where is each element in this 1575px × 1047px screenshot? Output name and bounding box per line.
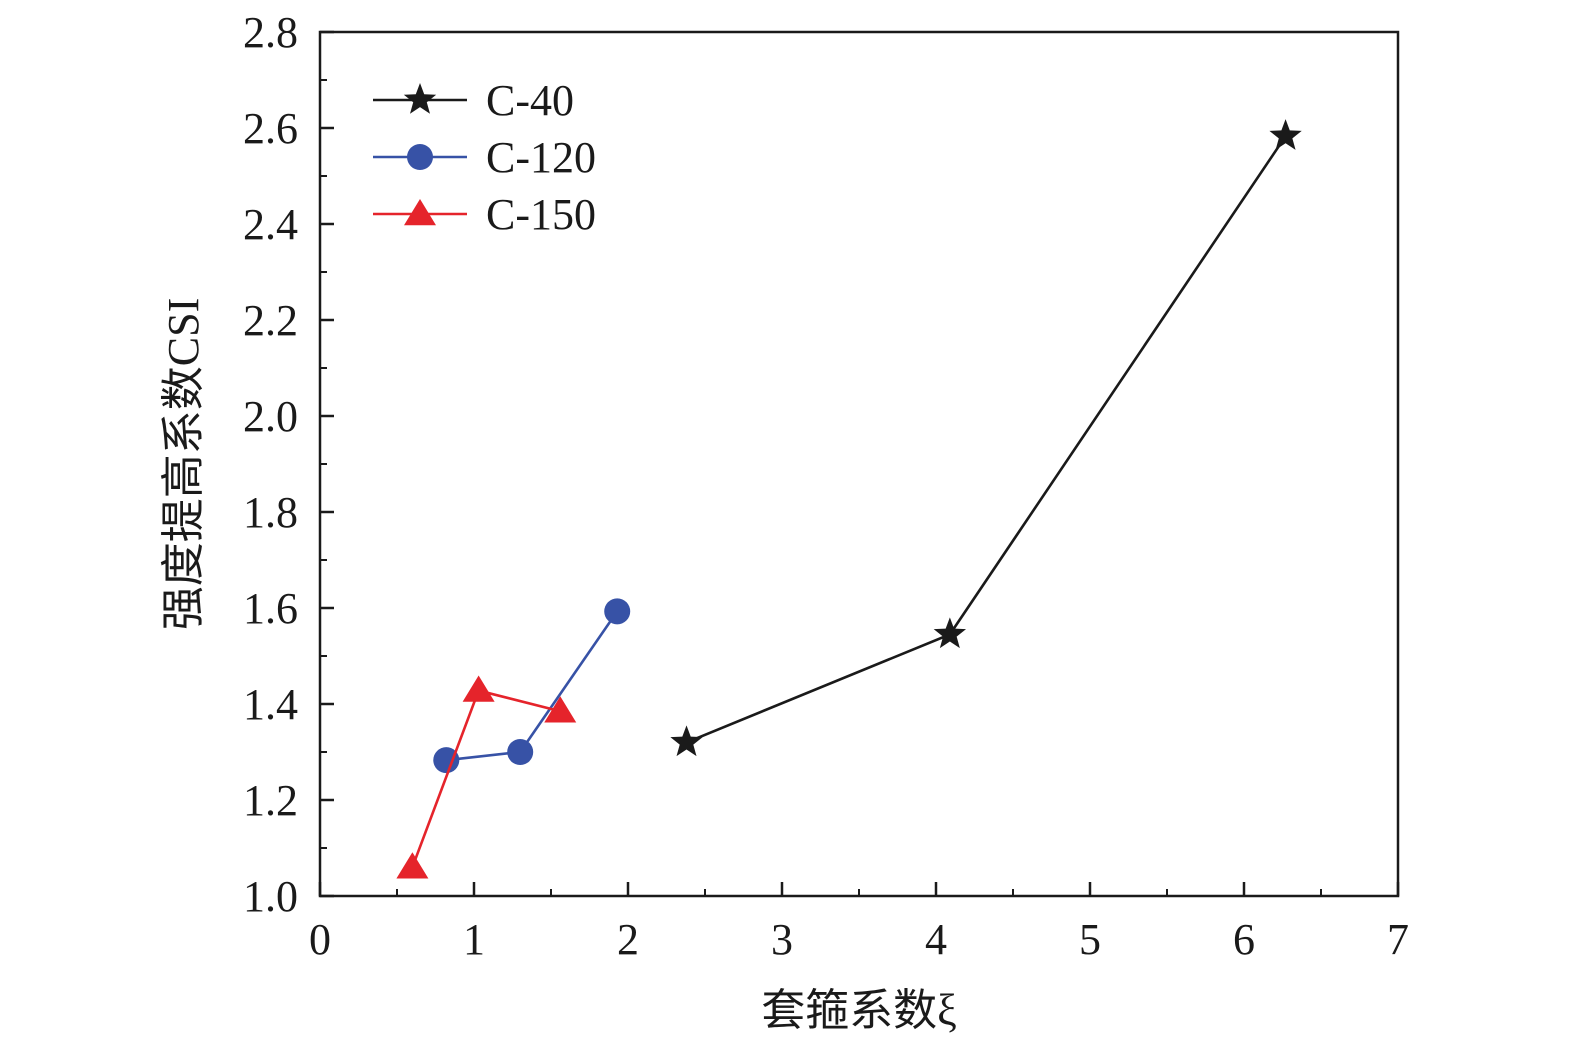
legend-item-c-120: C-120 — [373, 133, 596, 182]
x-tick-label: 5 — [1079, 915, 1101, 964]
y-tick-label: 2.0 — [243, 392, 298, 441]
marker-triangle — [404, 199, 436, 226]
marker-star — [670, 725, 703, 757]
plot-series — [396, 119, 1302, 879]
series-c-120 — [433, 598, 631, 774]
legend-item-c-150: C-150 — [373, 190, 596, 239]
x-tick-label: 3 — [771, 915, 793, 964]
marker-circle — [604, 598, 631, 625]
marker-triangle — [396, 852, 429, 879]
y-tick-label: 2.2 — [243, 296, 298, 345]
legend-label: C-150 — [486, 190, 596, 239]
legend: C-40 C-120 C-150 — [373, 76, 596, 239]
y-axis-title: 强度提高系数CSI — [159, 298, 208, 630]
marker-star — [933, 617, 967, 649]
marker-triangle — [462, 675, 495, 702]
marker-triangle — [544, 696, 577, 723]
y-tick-label: 1.4 — [243, 680, 298, 729]
marker-circle — [433, 747, 460, 774]
y-tick-label: 2.4 — [243, 200, 298, 249]
legend-item-c-40: C-40 — [373, 76, 574, 125]
series-c-150 — [396, 675, 577, 879]
y-tick-label: 2.8 — [243, 8, 298, 57]
x-tick-label: 6 — [1233, 915, 1255, 964]
plot-frame — [318, 30, 1400, 898]
x-tick-label: 2 — [617, 915, 639, 964]
x-tick-label: 7 — [1387, 915, 1409, 964]
y-tick-label: 2.6 — [243, 104, 298, 153]
x-axis-title: 套箍系数ξ — [761, 986, 957, 1035]
x-tick-label: 0 — [309, 915, 331, 964]
x-tick-label: 1 — [463, 915, 485, 964]
legend-label: C-120 — [486, 133, 596, 182]
series-line — [411, 689, 561, 868]
y-tick-label: 1.6 — [243, 584, 298, 633]
marker-star — [1269, 119, 1302, 150]
y-tick-label: 1.0 — [243, 872, 298, 921]
marker-star — [403, 83, 437, 114]
legend-label: C-40 — [486, 76, 574, 125]
y-tick-label: 1.2 — [243, 776, 298, 825]
marker-circle — [407, 144, 433, 170]
series-line — [686, 135, 1287, 744]
marker-circle — [507, 739, 534, 765]
series-line — [446, 610, 619, 762]
series-c-40 — [670, 119, 1302, 757]
x-tick-label: 4 — [925, 915, 947, 964]
axis-ticks: 0 1 2 3 4 5 6 7 1.0 1.2 1.4 1.6 1.8 2.0 2.2 2.4 2.6 2.8 — [243, 8, 1409, 964]
y-tick-label: 1.8 — [243, 488, 298, 537]
